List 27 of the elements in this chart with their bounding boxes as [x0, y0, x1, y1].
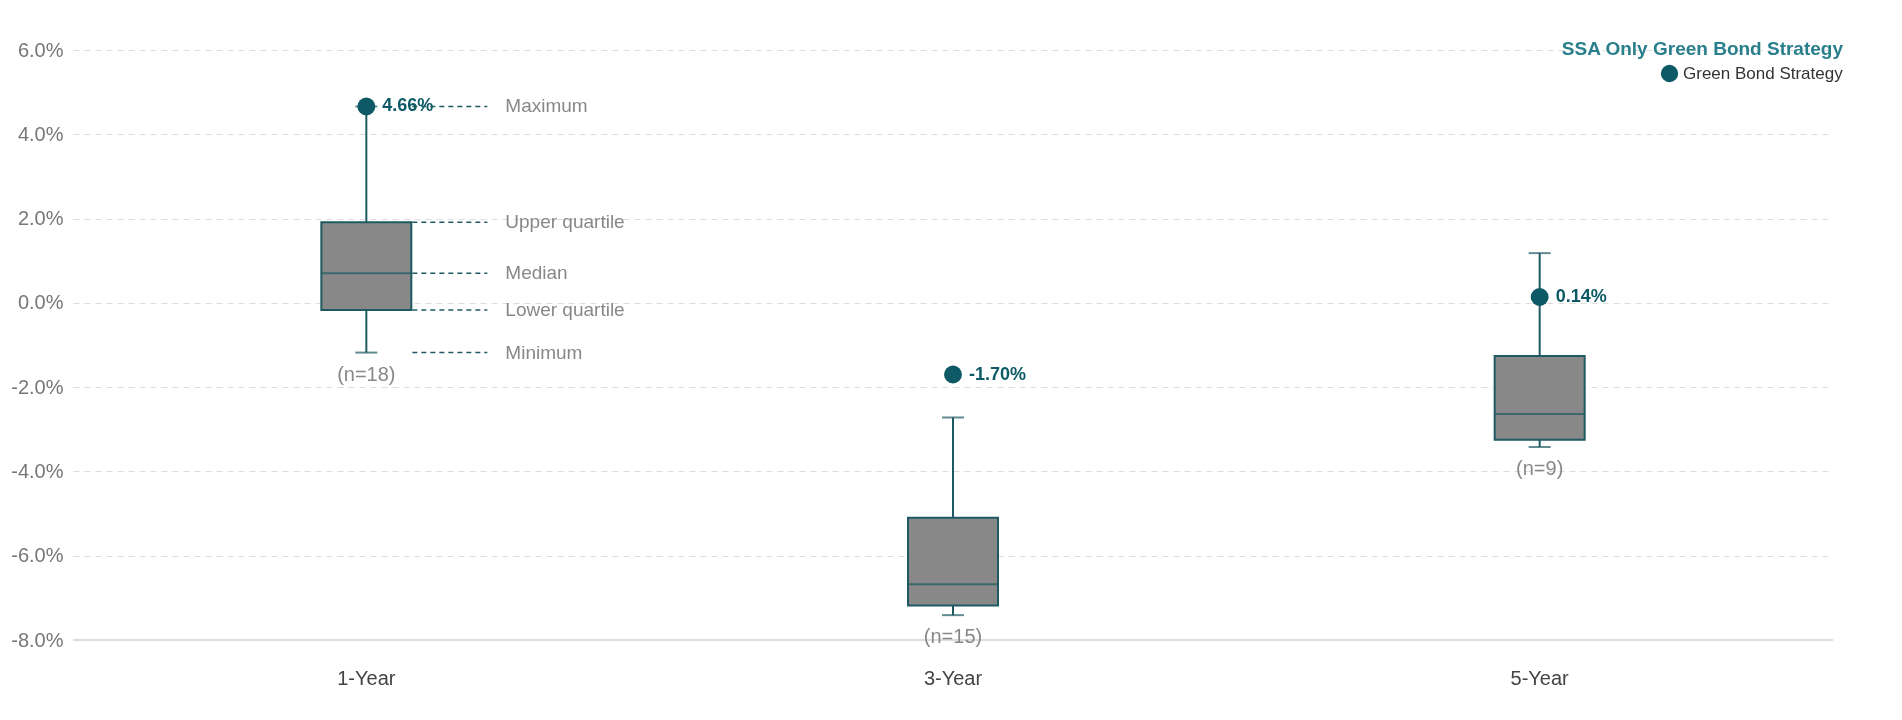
annotation: Minimum: [505, 341, 583, 363]
annotation: (n=15): [923, 625, 983, 648]
data-label: 4.66%: [382, 95, 434, 116]
y-tick-label: -6.0%: [11, 544, 64, 567]
x-tick-label: 3-Year: [923, 666, 983, 689]
y-tick-label: 0.0%: [17, 291, 64, 314]
point: [357, 97, 376, 116]
y-tick-label: -2.0%: [11, 375, 64, 398]
y-tick-label: 6.0%: [17, 38, 64, 61]
x-tick-label: 1-Year: [337, 666, 396, 689]
y-tick-label: 2.0%: [17, 207, 64, 230]
annotation: (n=18): [337, 362, 396, 385]
annotation: Maximum: [505, 95, 588, 117]
annotation: Upper quartile: [505, 211, 625, 233]
annotation: Lower quartile: [505, 299, 625, 321]
y-tick-label: -8.0%: [11, 628, 64, 651]
data-label: 0.14%: [1555, 285, 1607, 306]
data-label: -1.70%: [969, 363, 1027, 384]
annotation: (n=9): [1516, 456, 1564, 479]
legend-title: SSA Only Green Bond Strategy: [1561, 38, 1844, 59]
annotation: Median: [505, 262, 568, 284]
point: [1530, 288, 1549, 306]
y-tick-label: 4.0%: [17, 122, 64, 145]
y-tick-label: -4.0%: [11, 459, 64, 482]
x-tick-label: 5-Year: [1510, 666, 1570, 689]
point: [944, 365, 962, 384]
legend-label: Green Bond Strategy: [1683, 63, 1844, 83]
